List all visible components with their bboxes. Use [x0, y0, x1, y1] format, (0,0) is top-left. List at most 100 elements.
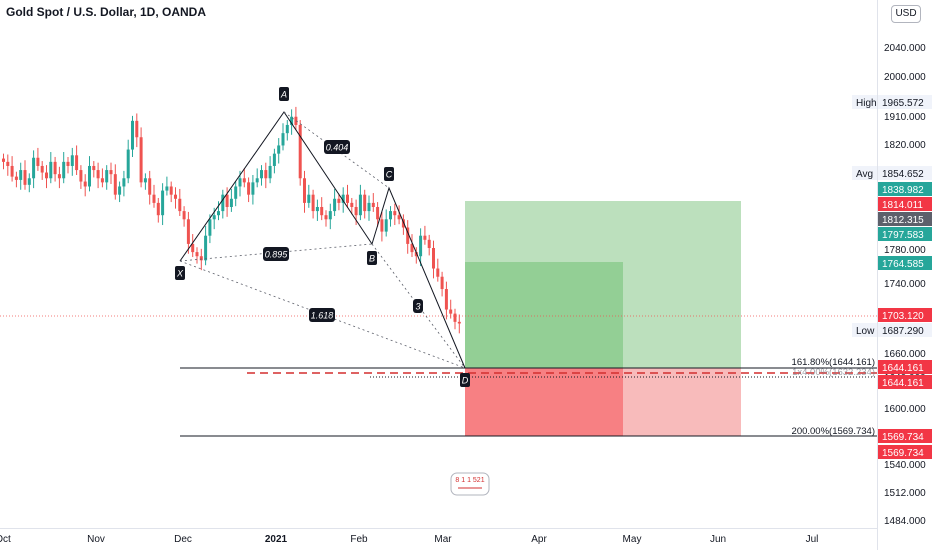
price-tick: 1740.000	[884, 279, 926, 290]
stat-value-box	[878, 95, 932, 109]
candle-body	[457, 321, 461, 324]
candle-body	[315, 206, 319, 212]
stat-value: 1965.572	[882, 98, 924, 109]
candle-body	[380, 219, 384, 232]
candle-body	[419, 235, 423, 257]
candle-body	[10, 165, 14, 177]
time-tick: Apr	[531, 534, 547, 545]
candle-body	[247, 182, 251, 195]
candle-body	[122, 178, 126, 187]
candle-body	[268, 165, 272, 179]
price-axis-divider	[877, 0, 878, 550]
candle-body	[191, 243, 195, 253]
stat-label: High	[856, 98, 877, 109]
candle-body	[358, 194, 362, 216]
candle-body	[449, 309, 453, 314]
ratio-box	[413, 299, 423, 313]
currency-button[interactable]: USD	[891, 5, 921, 23]
price-badge	[878, 429, 932, 443]
candle-body	[62, 161, 66, 179]
price-badge	[878, 182, 932, 196]
price-badge-text: 1569.734	[882, 432, 924, 443]
price-tick: 2000.000	[884, 72, 926, 83]
candle-body	[204, 235, 208, 261]
pattern-point-A	[279, 87, 289, 101]
loss-zone-inner	[465, 368, 623, 436]
candle-body	[255, 178, 259, 183]
candle-body	[337, 198, 341, 203]
candle-body	[36, 157, 40, 166]
fib-label-dotted: 1x4.00%(1632.234)	[792, 367, 875, 378]
candle-body	[40, 165, 44, 173]
candle-body	[238, 178, 242, 187]
candle-body	[384, 219, 388, 232]
price-tick: 1910.000	[884, 112, 926, 123]
price-badge-text: 1644.161	[882, 378, 924, 389]
candle-body	[333, 198, 337, 212]
candle-body	[281, 133, 285, 146]
price-badge	[878, 227, 932, 241]
candle-body	[96, 170, 100, 179]
candle-body	[57, 174, 61, 179]
candle-body	[174, 194, 177, 199]
candle-body	[212, 215, 216, 220]
stat-value: 1854.652	[882, 169, 924, 180]
candle-body	[328, 211, 332, 220]
stat-label-box	[852, 166, 878, 180]
candle-body	[19, 170, 23, 180]
time-tick: May	[623, 534, 642, 545]
candle-body	[186, 219, 190, 244]
candle-body	[389, 211, 392, 220]
time-tick: Mar	[434, 534, 452, 545]
candle-body	[66, 161, 70, 166]
price-tick: 1660.000	[884, 349, 926, 360]
candle-body	[272, 153, 276, 166]
time-axis-divider	[0, 528, 877, 529]
ac-ratio-line	[283, 111, 390, 189]
price-tick: 1540.000	[884, 460, 926, 471]
bd-ratio-line	[371, 243, 466, 369]
profit-zone-inner	[465, 262, 623, 368]
chart-title: Gold Spot / U.S. Dollar, 1D, OANDA	[6, 5, 207, 19]
candle-body	[6, 161, 10, 166]
candle-body	[285, 124, 289, 134]
harmonic-pattern-line	[179, 111, 466, 369]
candle-body	[346, 194, 349, 203]
pattern-point-B	[367, 251, 377, 265]
candle-body	[178, 198, 182, 212]
stat-value-box	[878, 166, 932, 180]
event-badge	[450, 472, 490, 496]
price-badge-text: 1838.982	[882, 185, 924, 196]
candle-body	[148, 178, 152, 195]
stat-value: 1687.290	[882, 326, 924, 337]
price-badge	[878, 256, 932, 270]
time-tick: Feb	[350, 534, 368, 545]
pattern-point-label: X	[176, 269, 184, 279]
price-badge	[878, 197, 932, 211]
fib-label-161: 161.80%(1644.161)	[792, 357, 875, 368]
price-tick: 1600.000	[884, 404, 926, 415]
time-tick: Nov	[87, 534, 105, 545]
candle-body	[75, 155, 79, 171]
pattern-point-label: A	[280, 90, 287, 100]
price-badge	[878, 445, 932, 459]
candle-body	[376, 206, 380, 220]
candle-body	[83, 181, 87, 187]
candle-body	[105, 170, 109, 183]
candle-body	[79, 170, 83, 182]
price-badge-text: 1644.161	[882, 363, 924, 374]
candle-body	[367, 202, 371, 212]
xd-ratio-line	[179, 260, 466, 369]
pattern-point-X	[175, 266, 185, 280]
candle-body	[350, 202, 354, 207]
candle-body	[182, 211, 186, 220]
candle-body	[139, 137, 143, 183]
candle-body	[401, 219, 405, 228]
candle-body	[414, 252, 418, 257]
candle-body	[354, 206, 358, 216]
pattern-point-label: B	[369, 254, 375, 264]
ratio-label: 1.618	[311, 311, 334, 321]
ratio-label: 3	[415, 302, 420, 312]
